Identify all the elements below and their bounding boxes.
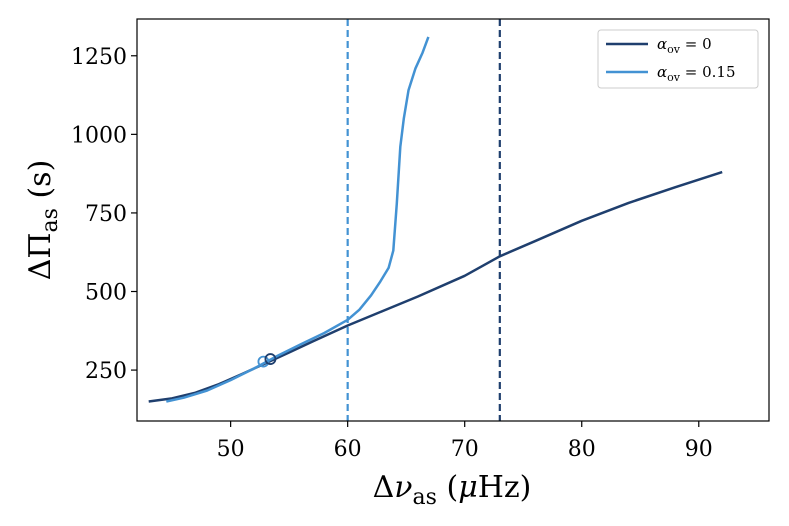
y-tick-label-3: 1000 (71, 123, 127, 148)
legend-entry-alpha-0: αov = 0 (657, 35, 712, 56)
marker-0 (257, 355, 270, 368)
y-axis-label: ΔΠas (s) (23, 160, 63, 281)
series-line-0 (148, 170, 723, 403)
x-label-sub: as (413, 485, 437, 510)
plot-area (136, 18, 770, 422)
y-tick-label-2: 750 (85, 202, 127, 227)
x-tick-label-4: 90 (685, 437, 713, 462)
x-axis-label: Δνas (μHz) (373, 470, 532, 510)
legend-entry-alpha-0-15: αov = 0.15 (657, 63, 736, 84)
marker-1 (264, 353, 277, 365)
axes-frame (136, 18, 770, 422)
y-tick-label-4: 1250 (71, 45, 127, 70)
x-tick-label-0: 50 (217, 437, 245, 462)
y-tick-label-0: 250 (85, 359, 127, 384)
x-tick-label-3: 80 (568, 437, 596, 462)
tick-layer: 50 60 70 80 90 250 500 750 1000 1250 (71, 45, 713, 462)
series-line-1 (166, 36, 430, 403)
x-tick-label-2: 70 (451, 437, 479, 462)
legend: αov = 0 αov = 0.15 (597, 29, 759, 89)
x-label-delta-nu: Δν (373, 470, 413, 505)
y-tick-label-1: 500 (85, 281, 127, 306)
x-tick-label-1: 60 (334, 437, 362, 462)
